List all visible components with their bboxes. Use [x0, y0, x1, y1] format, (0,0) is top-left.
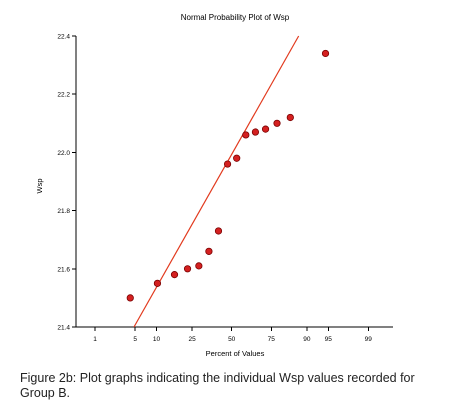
data-point: [233, 154, 241, 162]
data-point: [261, 125, 270, 133]
y-tick-label: 21.6: [57, 266, 70, 273]
data-point: [126, 294, 134, 302]
x-tick-label: 90: [303, 336, 311, 343]
data-point: [214, 227, 223, 235]
y-axis-label: Wsp: [35, 179, 44, 194]
x-tick-label: 99: [365, 336, 373, 343]
data-point: [286, 113, 294, 122]
x-tick-label: 75: [268, 336, 276, 343]
x-tick-label: 5: [133, 336, 137, 343]
data-point: [223, 160, 232, 168]
data-point: [153, 279, 162, 287]
x-tick-label: 1: [93, 336, 97, 343]
data-point: [273, 119, 281, 127]
reference-line-group: [133, 35, 300, 328]
reference-line: [133, 35, 300, 328]
data-point: [195, 262, 203, 270]
x-axis-ticks: 1 5 10 25 50 75 90 95 99: [93, 327, 372, 343]
y-axis-label-group: Wsp: [35, 179, 44, 194]
y-tick-label: 22.4: [57, 34, 70, 41]
x-tick-label: 50: [228, 336, 236, 343]
x-tick-label: 95: [325, 336, 333, 343]
data-points: [126, 49, 330, 302]
y-tick-label: 21.4: [57, 325, 70, 332]
chart-title: Normal Probability Plot of Wsp: [181, 13, 290, 22]
y-axis-ticks: 21.4 21.6 21.8 22.0 22.2 22.4: [57, 34, 76, 332]
data-point: [205, 247, 213, 255]
y-tick-label: 22.2: [57, 92, 70, 99]
figure-caption: Figure 2b: Plot graphs indicating the in…: [20, 371, 415, 400]
data-point: [242, 131, 250, 139]
x-axis-label: Percent of Values: [206, 349, 265, 358]
data-point: [251, 128, 260, 136]
data-point: [321, 49, 330, 58]
y-tick-label: 21.8: [57, 208, 70, 215]
data-point: [170, 271, 179, 279]
normal-probability-plot: Normal Probability Plot of Wsp Wsp Perce…: [35, 13, 393, 358]
x-tick-label: 25: [188, 336, 196, 343]
data-point: [183, 265, 192, 273]
x-tick-label: 10: [153, 336, 161, 343]
y-tick-label: 22.0: [57, 150, 70, 157]
